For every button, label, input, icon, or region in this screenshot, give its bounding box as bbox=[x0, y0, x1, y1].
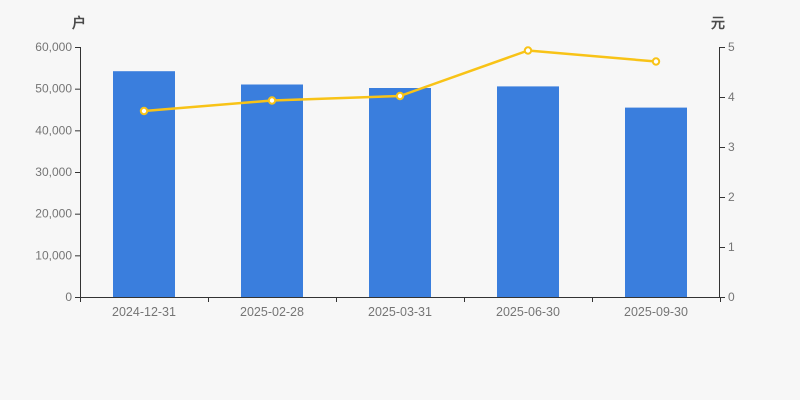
bar-2025-09-30 bbox=[625, 107, 687, 297]
x-axis-label: 2024-12-31 bbox=[112, 305, 176, 319]
left-axis-tick-label: 60,000 bbox=[35, 40, 72, 54]
line-point-2025-03-31 bbox=[395, 91, 405, 101]
right-axis-tick-label: 0 bbox=[728, 290, 735, 304]
left-axis-tick-label: 20,000 bbox=[35, 207, 72, 221]
right-axis-tick-label: 3 bbox=[728, 140, 735, 154]
right-axis-title: 元 bbox=[711, 15, 725, 31]
line-point-2025-02-28 bbox=[267, 96, 277, 105]
right-axis-tick-label: 5 bbox=[728, 40, 735, 54]
bar-2024-12-31 bbox=[113, 71, 175, 297]
left-axis-tick-label: 0 bbox=[65, 290, 72, 304]
left-axis-tick-label: 40,000 bbox=[35, 123, 72, 137]
left-axis-title: 户 bbox=[72, 15, 86, 31]
line-point-2025-06-30 bbox=[523, 46, 533, 55]
bar-2025-02-28 bbox=[241, 84, 303, 297]
left-axis-tick-label: 10,000 bbox=[35, 248, 72, 262]
right-axis-tick-label: 1 bbox=[728, 240, 735, 254]
bar-2025-06-30 bbox=[497, 86, 559, 298]
line-point-2025-09-30 bbox=[651, 57, 661, 66]
line-point-2024-12-31 bbox=[139, 106, 149, 116]
x-axis-label: 2025-02-28 bbox=[240, 305, 304, 319]
x-axis-label: 2025-03-31 bbox=[368, 305, 432, 319]
x-axis-label: 2025-09-30 bbox=[624, 305, 688, 319]
right-axis-tick-label: 2 bbox=[728, 190, 735, 204]
left-axis-tick-label: 50,000 bbox=[35, 82, 72, 96]
x-axis-label: 2025-06-30 bbox=[496, 305, 560, 319]
left-axis-tick-label: 30,000 bbox=[35, 165, 72, 179]
bar-2025-03-31 bbox=[369, 88, 431, 297]
right-axis-tick-label: 4 bbox=[728, 90, 735, 104]
